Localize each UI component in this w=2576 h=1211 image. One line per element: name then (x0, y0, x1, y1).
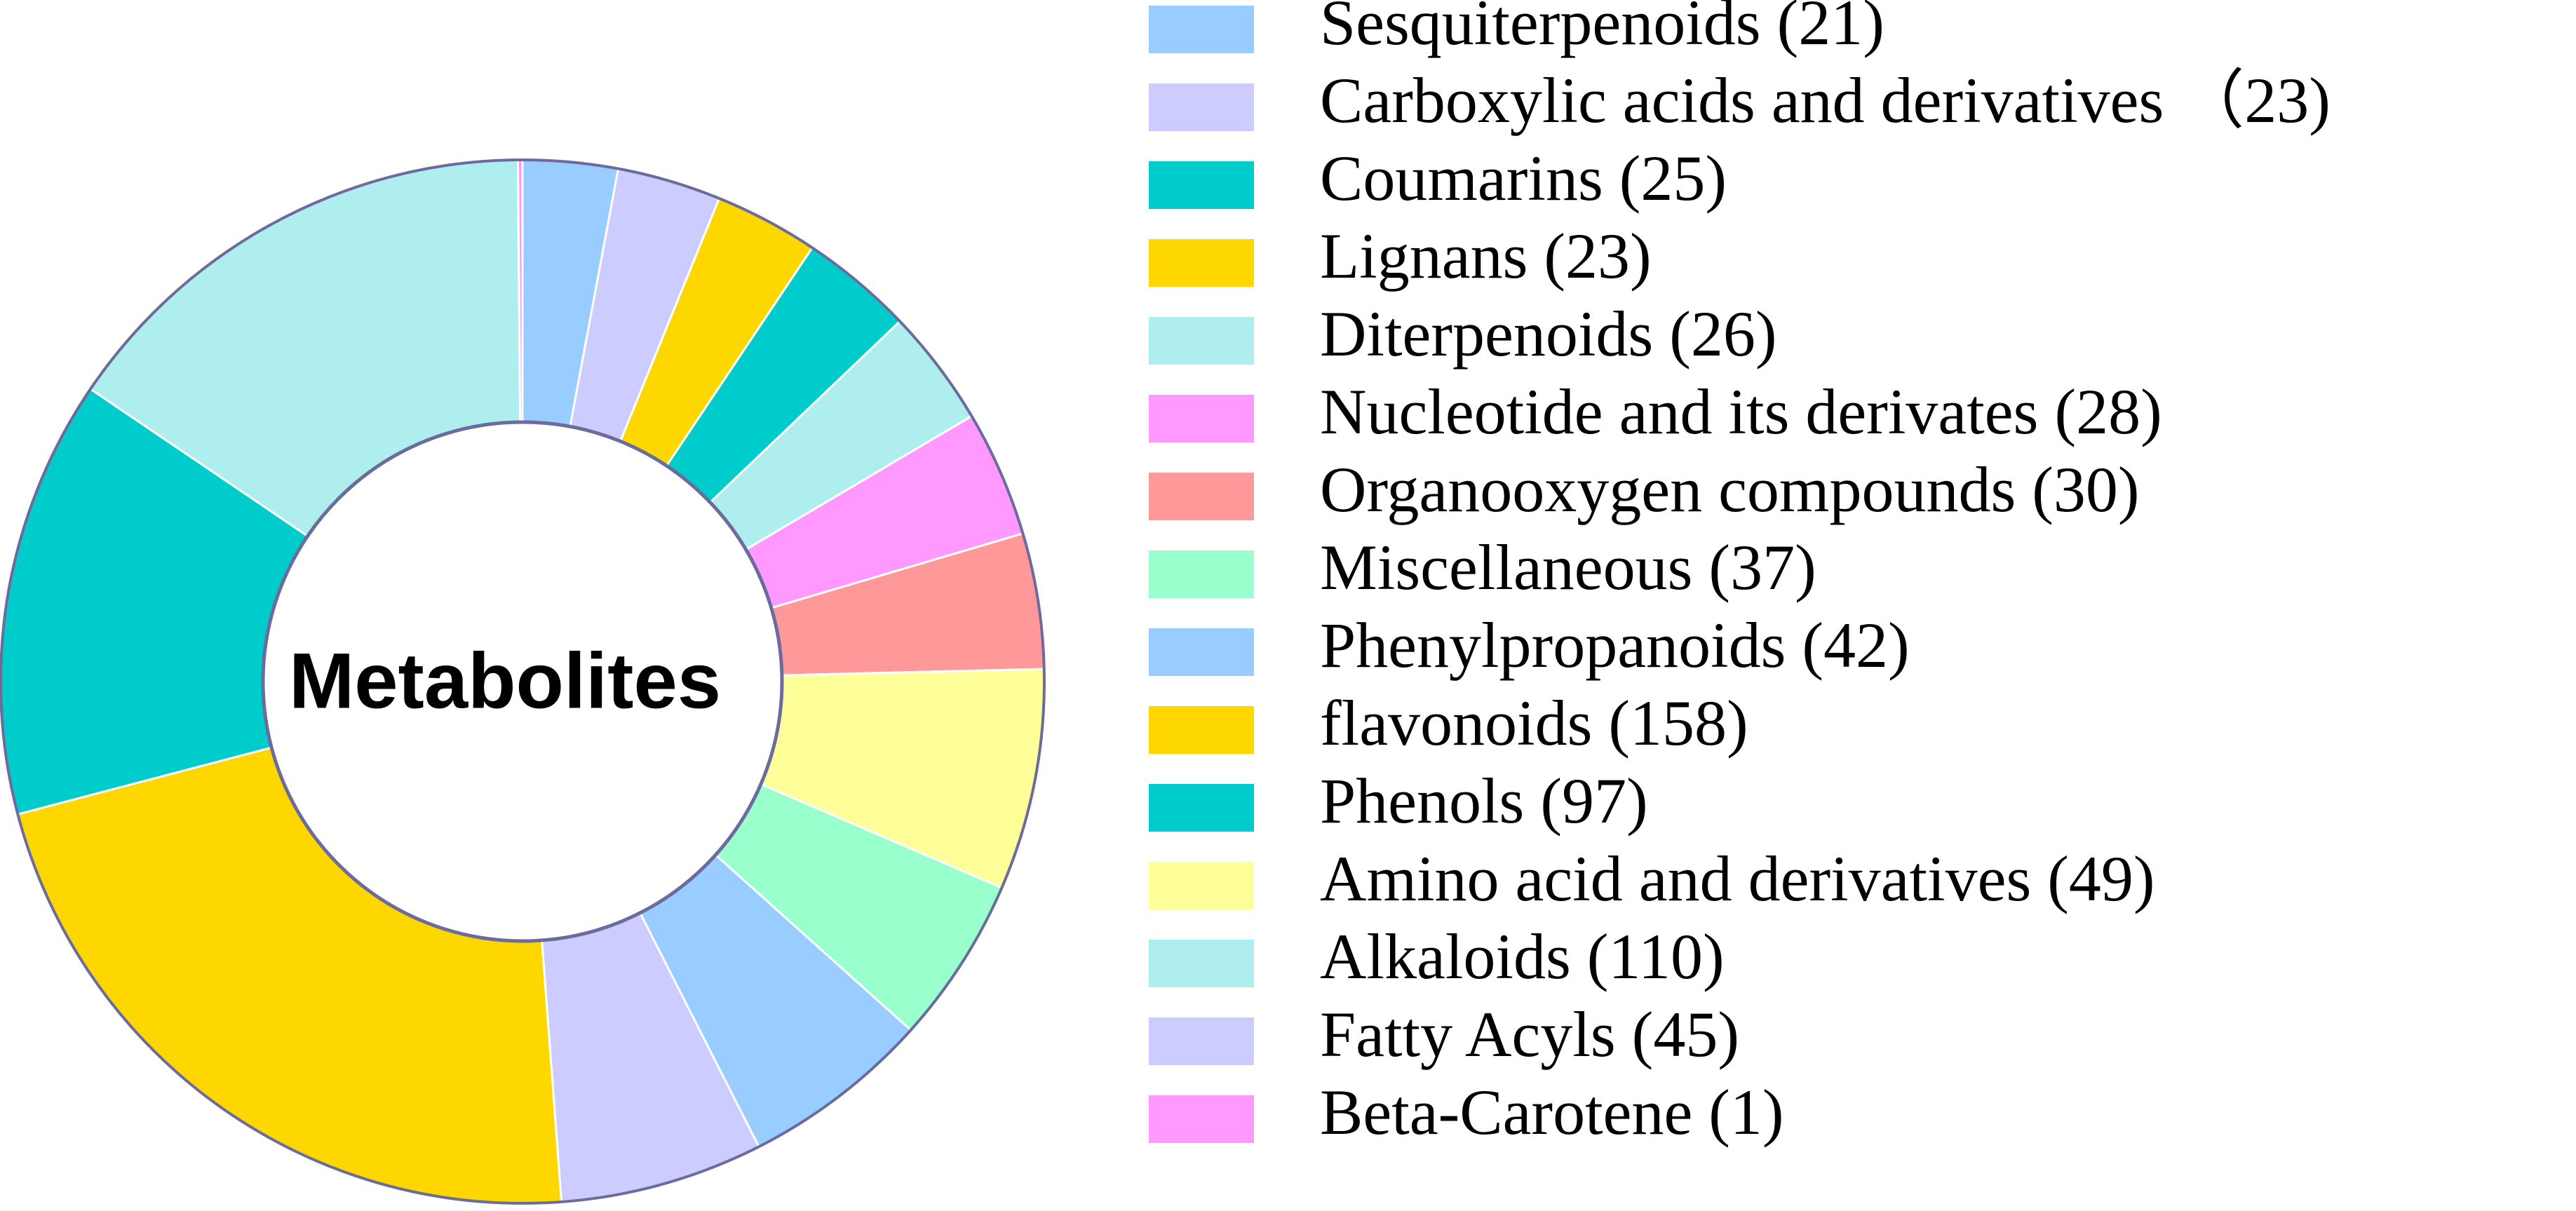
legend-swatch-carboxylic-acids-and-derivatives (1149, 83, 1254, 131)
legend-swatch-diterpenoids (1149, 317, 1254, 365)
legend-label-lignans: Lignans (23) (1320, 220, 1652, 292)
legend-label-carboxylic-acids-and-derivatives: Carboxylic acids and derivatives （23) (1320, 65, 2331, 136)
legend-swatch-beta-carotene (1149, 1095, 1254, 1143)
legend: Sesquiterpenoids (21) Carboxylic acids an… (1149, 0, 2331, 1148)
legend-swatch-sesquiterpenoids (1149, 6, 1254, 53)
legend-label-phenylpropanoids: Phenylpropanoids (42) (1320, 609, 1910, 681)
donut-slices (0, 158, 1046, 1205)
legend-label-coumarins: Coumarins (25) (1320, 142, 1727, 214)
legend-label-miscellaneous: Miscellaneous (37) (1320, 532, 1816, 603)
legend-label-fatty-acyls: Fatty Acyls (45) (1320, 999, 1739, 1070)
legend-swatch-flavonoids (1149, 706, 1254, 754)
legend-label-sesquiterpenoids: Sesquiterpenoids (21) (1320, 0, 1884, 58)
legend-swatch-phenylpropanoids (1149, 628, 1254, 676)
legend-swatch-amino-acid-and-derivatives (1149, 862, 1254, 909)
legend-label-organooxygen-compounds: Organooxygen compounds (30) (1320, 454, 2140, 525)
donut-outer-ring (0, 158, 1046, 1205)
legend-swatch-nucleotide-and-its-derivates (1149, 395, 1254, 442)
legend-label-alkaloids: Alkaloids (110) (1320, 921, 1725, 992)
legend-label-amino-acid-and-derivatives: Amino acid and derivatives (49) (1320, 843, 2155, 914)
legend-swatch-fatty-acyls (1149, 1017, 1254, 1065)
legend-label-beta-carotene: Beta-Carotene (1) (1320, 1076, 1784, 1148)
donut-hole (261, 420, 784, 943)
legend-swatch-phenols (1149, 784, 1254, 832)
legend-label-flavonoids: flavonoids (158) (1320, 687, 1748, 759)
legend-swatch-miscellaneous (1149, 550, 1254, 598)
legend-label-diterpenoids: Diterpenoids (26) (1320, 298, 1777, 370)
legend-swatch-organooxygen-compounds (1149, 473, 1254, 520)
legend-swatch-lignans (1149, 239, 1254, 287)
legend-label-phenols: Phenols (97) (1320, 765, 1648, 837)
center-label: Metabolites (289, 637, 721, 725)
legend-label-nucleotide-and-its-derivates: Nucleotide and its derivates (28) (1320, 376, 2162, 447)
legend-swatch-coumarins (1149, 161, 1254, 209)
legend-swatch-alkaloids (1149, 940, 1254, 987)
